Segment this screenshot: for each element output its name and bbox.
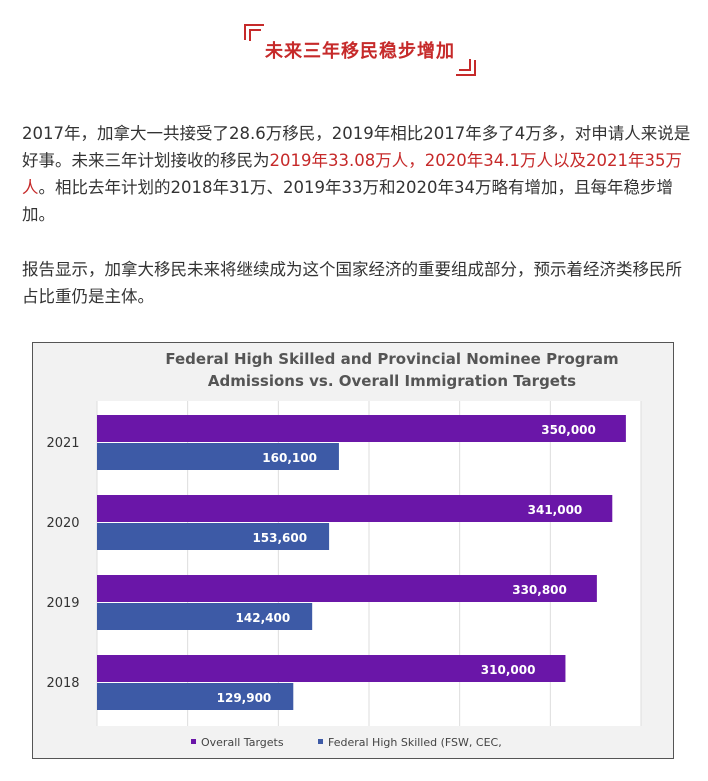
- bar-label-overall: 350,000: [541, 423, 596, 437]
- paragraph-intro: 2017年，加拿大一共接受了28.6万移民，2019年相比2017年多了4万多，…: [22, 120, 698, 228]
- chart-figure: Federal High Skilled and Provincial Nomi…: [32, 342, 674, 759]
- heading-corner-top-left-inner: [249, 29, 261, 41]
- bar-federal-high-skilled: [97, 683, 294, 710]
- bar-label-federal: 142,400: [236, 611, 291, 625]
- chart-title-line2: Admissions vs. Overall Immigration Targe…: [208, 372, 576, 390]
- bar-federal-high-skilled: [97, 523, 330, 550]
- paragraph-report: 报告显示，加拿大移民未来将继续成为这个国家经济的重要组成部分，预示着经济类移民所…: [22, 260, 682, 306]
- bar-overall-targets: [97, 495, 613, 522]
- paragraph-intro-part2: 。相比去年计划的2018年31万、2019年33万和2020年34万略有增加，且…: [22, 178, 673, 224]
- bar-label-federal: 129,900: [217, 691, 272, 705]
- bar-federal-high-skilled: [97, 603, 313, 630]
- bar-label-federal: 153,600: [252, 531, 307, 545]
- category-label: 2018: [46, 676, 79, 691]
- legend-label-federal: Federal High Skilled (FSW, CEC,: [328, 736, 502, 749]
- heading-corner-top-left: [244, 24, 264, 40]
- bar-chart: Federal High Skilled and Provincial Nomi…: [46, 350, 642, 749]
- heading-corner-bottom-right: [456, 60, 476, 76]
- heading-title: 未来三年移民稳步增加: [265, 41, 455, 62]
- section-heading: 未来三年移民稳步增加: [244, 24, 476, 76]
- bar-label-federal: 160,100: [262, 451, 317, 465]
- legend-swatch-federal: [318, 739, 323, 744]
- bar-overall-targets: [97, 575, 597, 602]
- category-label: 2021: [46, 436, 79, 451]
- chart-title-line1: Federal High Skilled and Provincial Nomi…: [165, 350, 618, 368]
- bar-federal-high-skilled: [97, 443, 339, 470]
- paragraph-intro-highlight: 2019年33.08万人，2020年34.1万人以及2021年35万人: [22, 151, 682, 197]
- paragraph-intro-part1: 2017年，加拿大一共接受了28.6万移民，2019年相比2017年多了4万多，…: [22, 124, 691, 170]
- heading-corner-bottom-right-inner: [459, 59, 471, 71]
- bar-overall-targets: [97, 655, 566, 682]
- category-label: 2019: [46, 596, 79, 611]
- category-label: 2020: [46, 516, 79, 531]
- bar-label-overall: 330,800: [512, 583, 567, 597]
- bar-label-overall: 310,000: [481, 663, 536, 677]
- bar-label-overall: 341,000: [528, 503, 583, 517]
- legend-label-overall: Overall Targets: [201, 736, 284, 749]
- bar-overall-targets: [97, 415, 626, 442]
- legend-swatch-overall: [191, 739, 196, 744]
